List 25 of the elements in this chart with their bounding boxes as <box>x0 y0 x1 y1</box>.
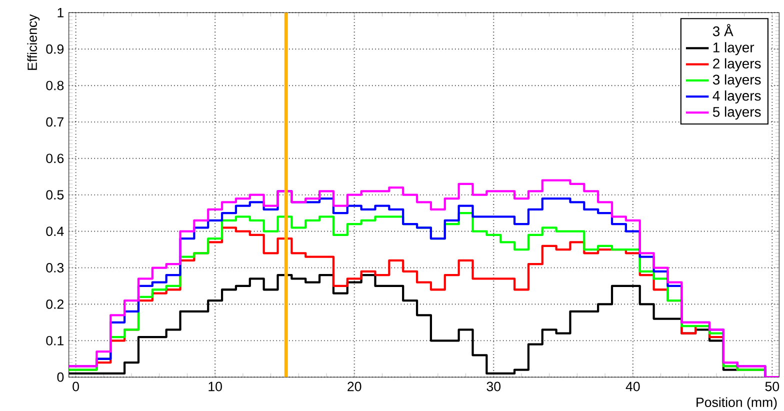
y-axis-title: Efficiency <box>27 14 40 70</box>
y-tick-label: 0.9 <box>46 44 64 54</box>
legend-label: 3 layers <box>712 74 761 88</box>
legend-label: 5 layers <box>712 106 761 120</box>
y-tick-label: 0.3 <box>46 263 64 272</box>
y-tick-label: 0 <box>57 372 64 382</box>
x-tick-label: 50 <box>765 382 780 392</box>
y-tick-label: 0.4 <box>46 226 64 236</box>
legend-label: 4 layers <box>712 90 761 104</box>
y-tick-label: 0.8 <box>46 80 64 90</box>
x-tick-label: 30 <box>486 382 501 392</box>
x-axis-title: Position (mm) <box>696 397 777 410</box>
x-tick-label: 10 <box>208 382 222 392</box>
x-tick-label: 0 <box>72 382 79 392</box>
legend-title: 3 Å <box>712 24 734 36</box>
legend-label: 1 layer <box>713 42 754 56</box>
legend-label: 2 layers <box>713 58 761 72</box>
y-tick-label: 0.1 <box>46 336 64 346</box>
y-tick-label: 0.7 <box>46 117 64 127</box>
x-tick-label: 40 <box>626 382 640 392</box>
y-tick-label: 0.2 <box>46 300 64 309</box>
y-tick-label: 1 <box>58 8 64 18</box>
y-tick-label: 0.6 <box>46 154 64 164</box>
x-tick-label: 20 <box>348 382 362 392</box>
y-tick-label: 0.5 <box>46 190 64 200</box>
